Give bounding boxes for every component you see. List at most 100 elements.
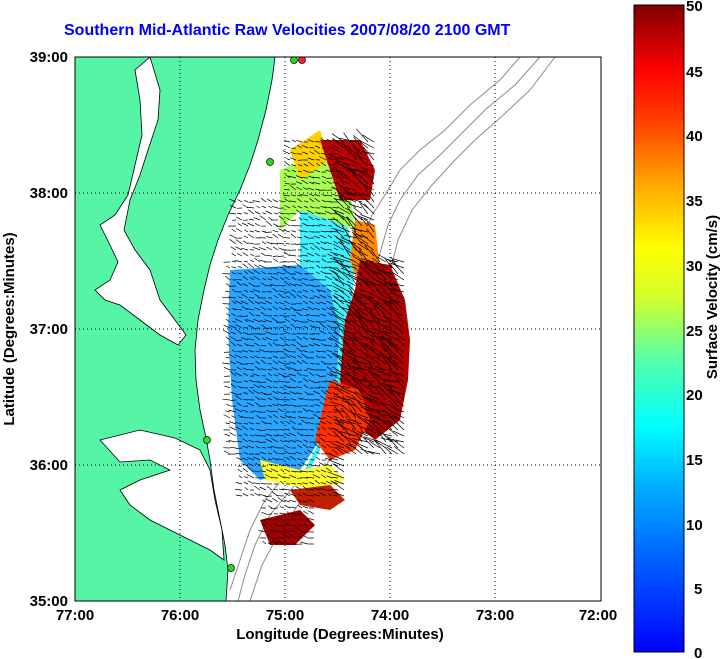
velocity-arrow bbox=[270, 468, 279, 473]
velocity-arrow bbox=[260, 320, 267, 323]
velocity-arrow bbox=[249, 434, 255, 437]
velocity-arrow bbox=[271, 317, 279, 323]
velocity-arrow bbox=[346, 216, 357, 227]
velocity-arrow bbox=[295, 451, 303, 455]
velocity-arrow bbox=[393, 345, 405, 353]
velocity-arrow bbox=[336, 267, 351, 281]
velocity-arrow bbox=[308, 267, 315, 269]
velocity-arrow bbox=[228, 409, 237, 413]
velocity-arrow bbox=[360, 217, 369, 227]
velocity-arrow bbox=[282, 150, 291, 155]
velocity-arrow bbox=[360, 140, 375, 149]
velocity-arrow bbox=[272, 457, 279, 461]
velocity-arrow bbox=[333, 166, 345, 179]
velocity-arrow bbox=[302, 534, 309, 539]
velocity-arrow bbox=[332, 306, 339, 311]
velocity-arrow bbox=[331, 386, 345, 395]
velocity-arrow bbox=[285, 469, 291, 473]
velocity-arrow bbox=[300, 541, 309, 545]
velocity-arrow bbox=[375, 374, 387, 383]
velocity-arrow bbox=[247, 206, 255, 209]
velocity-arrow bbox=[278, 233, 285, 239]
velocity-arrow bbox=[267, 397, 273, 401]
velocity-arrow bbox=[394, 311, 405, 317]
velocity-arrow bbox=[290, 323, 297, 329]
velocity-arrow bbox=[320, 313, 327, 317]
velocity-vectors bbox=[222, 128, 405, 545]
velocity-arrow bbox=[242, 263, 249, 269]
velocity-arrow bbox=[235, 482, 243, 485]
velocity-arrow bbox=[291, 276, 297, 281]
velocity-arrow bbox=[346, 167, 363, 173]
velocity-arrow bbox=[235, 447, 243, 449]
velocity-arrow bbox=[309, 525, 315, 527]
velocity-arrow bbox=[282, 375, 291, 377]
velocity-arrow bbox=[341, 186, 357, 191]
velocity-arrow bbox=[284, 450, 291, 455]
velocity-arrow bbox=[279, 519, 285, 521]
velocity-arrow bbox=[392, 414, 405, 425]
velocity-arrow bbox=[369, 441, 381, 449]
velocity-arrow bbox=[283, 533, 291, 539]
velocity-arrow bbox=[235, 453, 243, 455]
velocity-arrow bbox=[289, 200, 297, 203]
velocity-arrow bbox=[364, 261, 375, 269]
velocity-arrow bbox=[366, 355, 381, 365]
velocity-arrow bbox=[237, 199, 243, 203]
velocity-arrow bbox=[365, 352, 375, 359]
velocity-arrow bbox=[228, 440, 237, 443]
velocity-arrow bbox=[315, 211, 321, 215]
velocity-arrow bbox=[349, 374, 363, 383]
velocity-arrow bbox=[277, 360, 285, 365]
velocity-arrow bbox=[271, 438, 279, 443]
velocity-arrow bbox=[261, 205, 267, 209]
velocity-arrow bbox=[321, 258, 327, 263]
velocity-arrow bbox=[291, 464, 297, 467]
velocity-arrow bbox=[288, 416, 297, 419]
velocity-arrow bbox=[260, 311, 267, 317]
velocity-arrow bbox=[348, 203, 363, 209]
velocity-arrow bbox=[325, 458, 333, 461]
velocity-arrow bbox=[364, 197, 375, 209]
velocity-arrow bbox=[312, 224, 321, 227]
velocity-arrow bbox=[320, 137, 327, 143]
velocity-arrow bbox=[352, 365, 369, 377]
velocity-arrow bbox=[302, 500, 309, 503]
velocity-arrow bbox=[307, 187, 315, 191]
velocity-arrow bbox=[306, 476, 315, 479]
velocity-arrow bbox=[242, 468, 249, 473]
velocity-arrow bbox=[247, 233, 255, 239]
velocity-arrow bbox=[324, 194, 333, 197]
velocity-arrow bbox=[331, 381, 345, 389]
velocity-arrow bbox=[243, 212, 249, 215]
velocity-arrow bbox=[320, 389, 327, 395]
velocity-arrow bbox=[260, 391, 267, 395]
velocity-arrow bbox=[346, 304, 357, 311]
velocity-arrow bbox=[222, 296, 231, 299]
velocity-arrow bbox=[332, 352, 345, 359]
velocity-arrow bbox=[265, 438, 273, 443]
velocity-arrow bbox=[296, 198, 303, 203]
velocity-arrow bbox=[313, 295, 321, 299]
velocity-arrow bbox=[290, 194, 297, 197]
velocity-arrow bbox=[254, 402, 261, 407]
velocity-arrow bbox=[288, 265, 297, 269]
velocity-arrow bbox=[392, 289, 399, 299]
velocity-arrow bbox=[273, 420, 279, 425]
velocity-arrow bbox=[297, 355, 303, 359]
velocity-arrow bbox=[235, 324, 243, 329]
velocity-arrow bbox=[286, 158, 291, 161]
velocity-arrow bbox=[266, 198, 273, 203]
velocity-arrow bbox=[389, 389, 399, 401]
velocity-arrow bbox=[360, 241, 375, 251]
velocity-arrow bbox=[332, 174, 339, 179]
velocity-arrow bbox=[307, 409, 315, 413]
velocity-arrow bbox=[267, 535, 273, 539]
velocity-arrow bbox=[325, 467, 333, 473]
velocity-arrow bbox=[386, 346, 399, 359]
velocity-arrow bbox=[332, 144, 339, 149]
y-tick: 36:00 bbox=[30, 457, 68, 474]
velocity-arrow bbox=[230, 246, 237, 251]
velocity-arrow bbox=[255, 422, 261, 425]
velocity-arrow bbox=[334, 228, 345, 239]
